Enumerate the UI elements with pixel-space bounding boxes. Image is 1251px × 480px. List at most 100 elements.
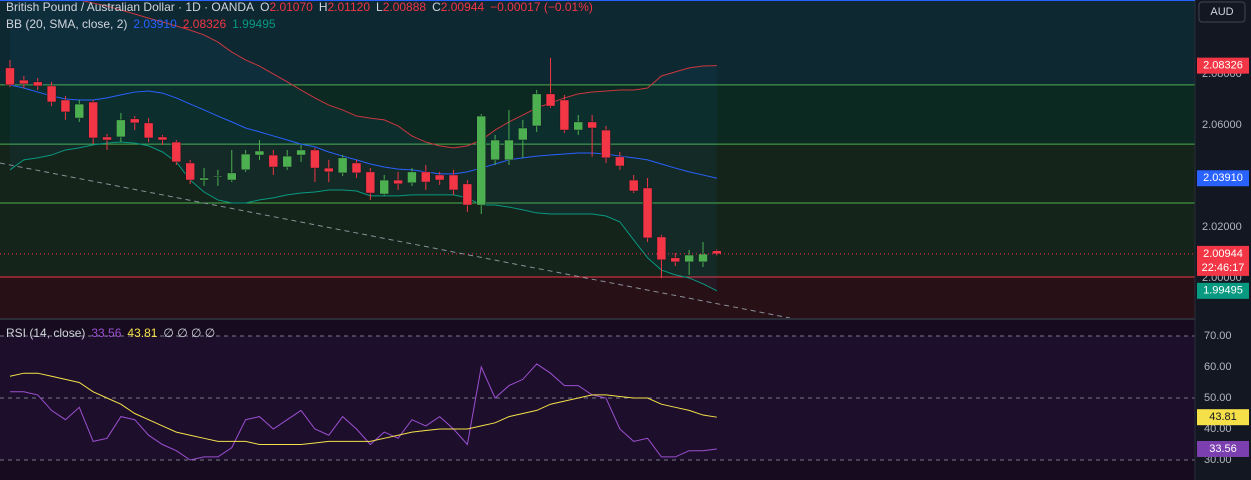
empty-markers: ∅ ∅ ∅ ∅ xyxy=(163,326,216,340)
candle-body xyxy=(60,99,71,113)
candle-body xyxy=(129,118,140,124)
candle-body xyxy=(227,172,237,181)
bb-upper-tag-bg xyxy=(1197,57,1249,74)
candle-body xyxy=(698,253,708,263)
rsi-ma-line xyxy=(9,372,717,446)
countdown: 22:46:17 xyxy=(1202,262,1245,274)
ohlc-key: L xyxy=(376,0,383,14)
bb-basis xyxy=(9,84,717,179)
pane-separator xyxy=(0,318,1251,320)
candle-body xyxy=(434,174,445,181)
candle-body xyxy=(143,122,154,139)
candle-body xyxy=(670,257,681,263)
candle-body xyxy=(268,154,279,168)
candle-body xyxy=(504,139,514,161)
change: −0.00017 (−0.01%) xyxy=(490,0,593,14)
ohlc: O2.01070 H2.01120 L2.00888 C2.00944 xyxy=(260,0,484,14)
candle-body xyxy=(559,99,570,131)
candle-body xyxy=(393,179,403,185)
bb-lower-tag-bg xyxy=(1197,282,1249,299)
candle-body xyxy=(46,85,57,103)
ohlc-item: L2.00888 xyxy=(376,0,426,14)
candle-body xyxy=(462,183,473,206)
indicator-legend: BB (20, SMA, close, 2) 2.03910 2.08326 1… xyxy=(6,17,276,31)
candle-body xyxy=(102,136,112,141)
rsi-line xyxy=(10,363,717,461)
ohlc-key: C xyxy=(432,0,441,14)
symbol-title: British Pound / Australian Dollar · 1D ·… xyxy=(6,0,255,14)
zone-fill xyxy=(0,144,1195,277)
bb-upper-tag: 2.08326 xyxy=(1203,60,1243,72)
bb-basis-value: 2.03910 xyxy=(133,17,177,31)
symbol-header: British Pound / Australian Dollar · 1D ·… xyxy=(6,0,593,14)
bb-basis-tag: 2.03910 xyxy=(1203,172,1243,184)
zone-fill xyxy=(0,0,1195,85)
rsi-legend: RSI (14, close) 33.56 43.81 ∅ ∅ ∅ ∅ xyxy=(6,326,215,340)
zone-fill xyxy=(0,84,1195,145)
candle-body xyxy=(74,103,85,119)
candle-body xyxy=(5,67,15,86)
candle-body xyxy=(601,129,611,159)
ohlc-item: H2.01120 xyxy=(319,0,370,14)
candle-body xyxy=(282,155,292,168)
last-price-tag: 2.00944 xyxy=(1203,248,1243,260)
currency-box[interactable] xyxy=(1198,1,1246,23)
bb-lower-tag: 1.99495 xyxy=(1203,285,1243,297)
rsi-tag: 33.56 xyxy=(1209,443,1237,455)
candle-body xyxy=(628,179,639,192)
candle-body xyxy=(573,121,584,131)
trend-line xyxy=(0,162,791,318)
bb-lower-value: 1.99495 xyxy=(232,17,276,31)
candle-body xyxy=(407,171,417,184)
candle-body xyxy=(531,93,542,127)
candle-body xyxy=(213,175,223,178)
candle-body xyxy=(171,141,182,163)
y-tick-label: 2.02000 xyxy=(1202,221,1242,233)
candle-body xyxy=(337,157,348,174)
candle-body xyxy=(254,150,265,156)
rsi-tag-bg xyxy=(1197,440,1249,457)
bb-label: BB (20, SMA, close, 2) xyxy=(6,17,128,31)
candle-body xyxy=(310,149,320,169)
bb-upper xyxy=(75,0,717,149)
candle-body xyxy=(656,236,667,261)
candle-body xyxy=(684,254,694,263)
candle-body xyxy=(587,121,597,129)
zone-fill xyxy=(0,276,1195,318)
candle-body xyxy=(476,115,486,206)
ohlc-value: 2.00944 xyxy=(440,0,485,14)
candle-body xyxy=(32,81,43,87)
rsi-ma-tag-bg xyxy=(1197,409,1249,426)
y-tick-label: 70.00 xyxy=(1204,330,1232,342)
ohlc-value: 2.01070 xyxy=(269,0,313,14)
price-axis xyxy=(1195,0,1251,480)
candle-body xyxy=(19,79,29,85)
rsi-value: 33.56 xyxy=(91,326,122,340)
candle-body xyxy=(448,174,459,191)
ohlc-item: C2.00944 xyxy=(432,0,484,14)
candle-body xyxy=(185,162,195,181)
ohlc-item: O2.01070 xyxy=(260,0,313,14)
candle-body xyxy=(199,177,209,181)
rsi-ma-tag: 43.81 xyxy=(1209,411,1237,423)
currency-label: AUD xyxy=(1210,6,1233,18)
y-tick-label: 40.00 xyxy=(1204,423,1232,435)
ohlc-key: O xyxy=(260,0,270,14)
bb-upper-value: 2.08326 xyxy=(182,17,227,31)
last-price-tag-bg xyxy=(1197,245,1249,276)
candle-body xyxy=(615,156,625,167)
bb-lower xyxy=(9,141,718,292)
ohlc-value: 2.01120 xyxy=(327,0,371,14)
rsi-ma-value: 43.81 xyxy=(127,326,158,340)
y-tick-label: 50.00 xyxy=(1204,392,1232,404)
candle-body xyxy=(351,162,362,174)
candle-body xyxy=(545,93,556,107)
candle-body xyxy=(116,119,126,138)
candle-body xyxy=(379,179,389,195)
candle-body xyxy=(490,139,500,161)
candle-body xyxy=(642,187,653,239)
y-tick-label: 2.06000 xyxy=(1202,119,1242,131)
candle-body xyxy=(365,171,376,194)
ohlc-key: H xyxy=(318,0,328,14)
